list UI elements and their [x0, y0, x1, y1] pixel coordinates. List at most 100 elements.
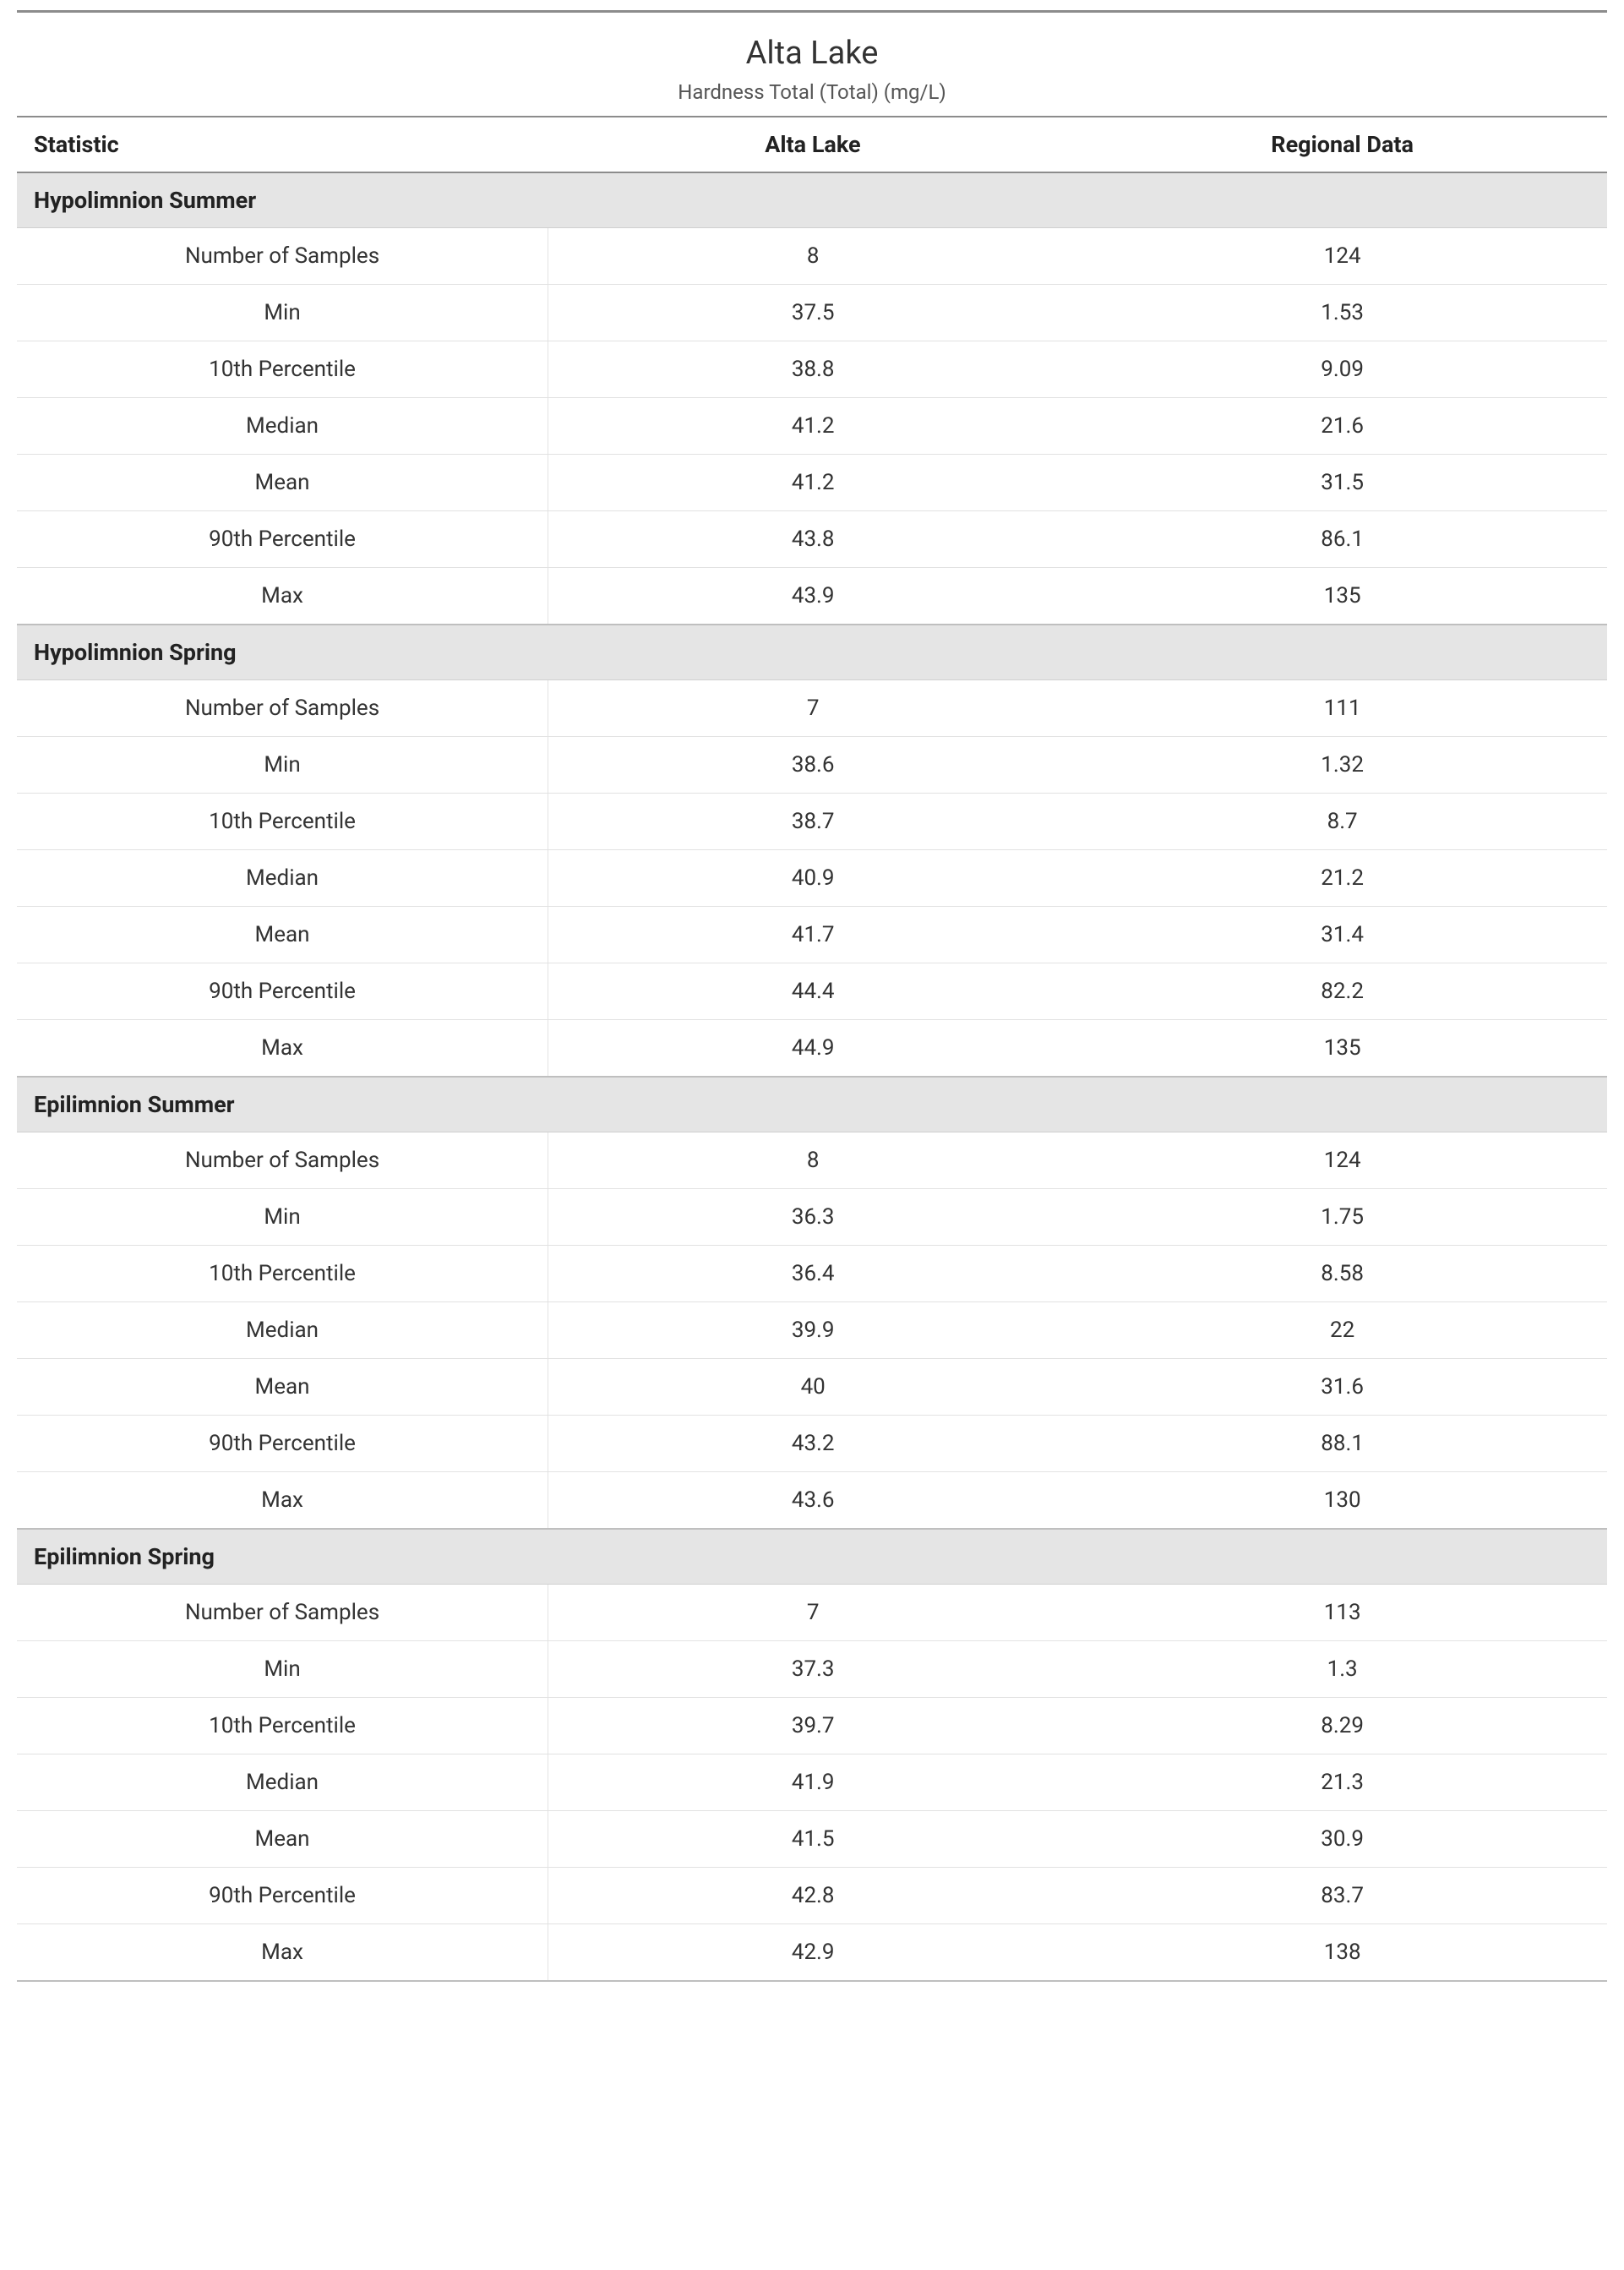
table-row: Mean41.231.5	[17, 455, 1607, 511]
table-row: 90th Percentile43.886.1	[17, 511, 1607, 568]
stat-label: Min	[17, 737, 548, 794]
lake-value: 37.5	[548, 285, 1078, 341]
regional-value: 124	[1077, 1132, 1607, 1189]
lake-value: 41.9	[548, 1754, 1078, 1811]
lake-value: 8	[548, 228, 1078, 285]
stat-label: 90th Percentile	[17, 963, 548, 1020]
table-row: Number of Samples8124	[17, 1132, 1607, 1189]
stat-label: Min	[17, 1189, 548, 1246]
lake-value: 41.2	[548, 455, 1078, 511]
regional-value: 1.75	[1077, 1189, 1607, 1246]
regional-value: 111	[1077, 680, 1607, 737]
lake-value: 41.5	[548, 1811, 1078, 1868]
table-row: Max42.9138	[17, 1924, 1607, 1982]
lake-value: 44.9	[548, 1020, 1078, 1078]
section-header-label: Hypolimnion Spring	[17, 625, 1607, 680]
regional-value: 8.7	[1077, 794, 1607, 850]
table-row: 90th Percentile43.288.1	[17, 1416, 1607, 1472]
table-row: Number of Samples8124	[17, 228, 1607, 285]
regional-value: 31.5	[1077, 455, 1607, 511]
stat-label: Median	[17, 398, 548, 455]
regional-value: 135	[1077, 568, 1607, 625]
table-row: Mean41.731.4	[17, 907, 1607, 963]
table-row: Min37.31.3	[17, 1641, 1607, 1698]
lake-value: 40	[548, 1359, 1078, 1416]
page-title: Alta Lake	[17, 35, 1607, 72]
lake-value: 7	[548, 680, 1078, 737]
section-header: Epilimnion Summer	[17, 1077, 1607, 1132]
regional-value: 8.29	[1077, 1698, 1607, 1754]
lake-value: 41.7	[548, 907, 1078, 963]
regional-value: 130	[1077, 1472, 1607, 1530]
lake-value: 8	[548, 1132, 1078, 1189]
table-row: 90th Percentile42.883.7	[17, 1868, 1607, 1924]
table-row: 10th Percentile36.48.58	[17, 1246, 1607, 1302]
stat-label: Median	[17, 1302, 548, 1359]
lake-value: 43.8	[548, 511, 1078, 568]
stat-label: Max	[17, 1472, 548, 1530]
lake-value: 42.8	[548, 1868, 1078, 1924]
regional-value: 138	[1077, 1924, 1607, 1982]
lake-value: 43.2	[548, 1416, 1078, 1472]
stat-label: 10th Percentile	[17, 1698, 548, 1754]
table-row: Mean4031.6	[17, 1359, 1607, 1416]
lake-value: 36.4	[548, 1246, 1078, 1302]
stat-label: 10th Percentile	[17, 794, 548, 850]
lake-value: 43.6	[548, 1472, 1078, 1530]
lake-value: 37.3	[548, 1641, 1078, 1698]
regional-value: 113	[1077, 1585, 1607, 1641]
table-row: 10th Percentile38.89.09	[17, 341, 1607, 398]
regional-value: 31.4	[1077, 907, 1607, 963]
lake-value: 38.8	[548, 341, 1078, 398]
table-row: 90th Percentile44.482.2	[17, 963, 1607, 1020]
table-row: Mean41.530.9	[17, 1811, 1607, 1868]
regional-value: 1.32	[1077, 737, 1607, 794]
stat-label: Number of Samples	[17, 228, 548, 285]
stat-label: Min	[17, 1641, 548, 1698]
table-row: Max43.6130	[17, 1472, 1607, 1530]
lake-value: 39.7	[548, 1698, 1078, 1754]
stat-label: Mean	[17, 1811, 548, 1868]
section-header: Epilimnion Spring	[17, 1529, 1607, 1585]
section-header-label: Epilimnion Summer	[17, 1077, 1607, 1132]
lake-value: 36.3	[548, 1189, 1078, 1246]
lake-value: 43.9	[548, 568, 1078, 625]
table-row: Median41.221.6	[17, 398, 1607, 455]
section-header: Hypolimnion Spring	[17, 625, 1607, 680]
table-row: Min36.31.75	[17, 1189, 1607, 1246]
section-header-label: Epilimnion Spring	[17, 1529, 1607, 1585]
stat-label: Median	[17, 1754, 548, 1811]
lake-value: 38.6	[548, 737, 1078, 794]
regional-value: 30.9	[1077, 1811, 1607, 1868]
table-row: Min37.51.53	[17, 285, 1607, 341]
stat-label: Median	[17, 850, 548, 907]
lake-value: 42.9	[548, 1924, 1078, 1982]
regional-value: 21.6	[1077, 398, 1607, 455]
stat-label: 90th Percentile	[17, 1868, 548, 1924]
stat-label: Min	[17, 285, 548, 341]
table-row: 10th Percentile39.78.29	[17, 1698, 1607, 1754]
regional-value: 86.1	[1077, 511, 1607, 568]
lake-value: 39.9	[548, 1302, 1078, 1359]
table-row: Max44.9135	[17, 1020, 1607, 1078]
stat-label: 10th Percentile	[17, 341, 548, 398]
regional-value: 22	[1077, 1302, 1607, 1359]
table-row: Number of Samples7113	[17, 1585, 1607, 1641]
table-row: Median39.922	[17, 1302, 1607, 1359]
lake-value: 7	[548, 1585, 1078, 1641]
page-subtitle: Hardness Total (Total) (mg/L)	[17, 80, 1607, 104]
stat-label: 90th Percentile	[17, 511, 548, 568]
lake-value: 38.7	[548, 794, 1078, 850]
regional-value: 31.6	[1077, 1359, 1607, 1416]
stat-label: 10th Percentile	[17, 1246, 548, 1302]
stat-label: Max	[17, 568, 548, 625]
top-rule	[17, 10, 1607, 13]
table-row: 10th Percentile38.78.7	[17, 794, 1607, 850]
stat-label: Number of Samples	[17, 1132, 548, 1189]
table-row: Median40.921.2	[17, 850, 1607, 907]
regional-value: 124	[1077, 228, 1607, 285]
section-header: Hypolimnion Summer	[17, 172, 1607, 228]
stat-label: Mean	[17, 907, 548, 963]
lake-value: 44.4	[548, 963, 1078, 1020]
regional-value: 8.58	[1077, 1246, 1607, 1302]
